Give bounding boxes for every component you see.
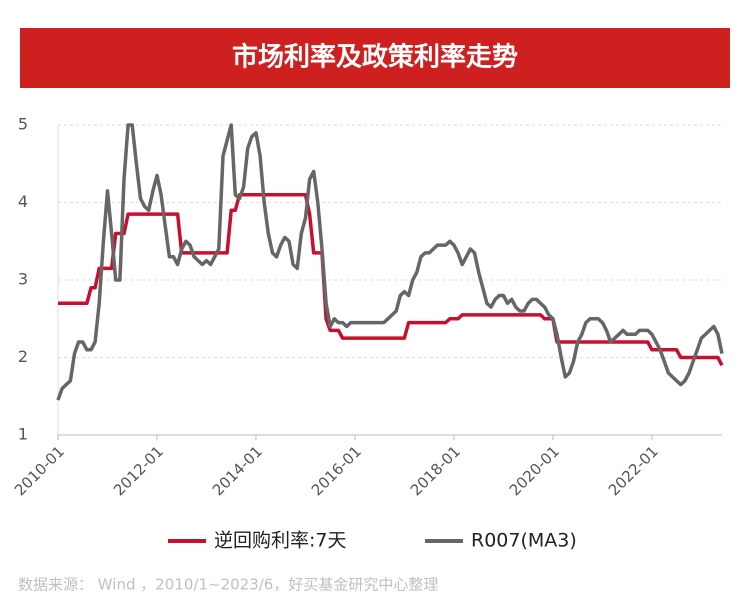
chart-title: 市场利率及政策利率走势 (232, 42, 518, 73)
legend-label: R007(MA3) (471, 530, 577, 552)
y-tick-label: 4 (18, 192, 28, 211)
x-tick-label: 2012-01 (110, 442, 167, 499)
x-tick-label: 2010-01 (11, 442, 68, 499)
x-tick-label: 2018-01 (407, 442, 464, 499)
y-tick-label: 1 (18, 425, 28, 444)
legend-label: 逆回购利率:7天 (214, 530, 347, 552)
x-tick-label: 2020-01 (506, 442, 563, 499)
x-tick-label: 2022-01 (605, 442, 662, 499)
source-note: 数据来源： Wind ，2010/1~2023/6，好买基金研究中心整理 (18, 576, 438, 594)
y-tick-label: 5 (18, 115, 28, 134)
x-tick-label: 2014-01 (209, 442, 266, 499)
y-tick-label: 3 (18, 270, 28, 289)
series-line (56, 123, 724, 401)
x-tick-label: 2016-01 (308, 442, 365, 499)
title-banner (20, 28, 730, 88)
y-tick-label: 2 (18, 347, 28, 366)
